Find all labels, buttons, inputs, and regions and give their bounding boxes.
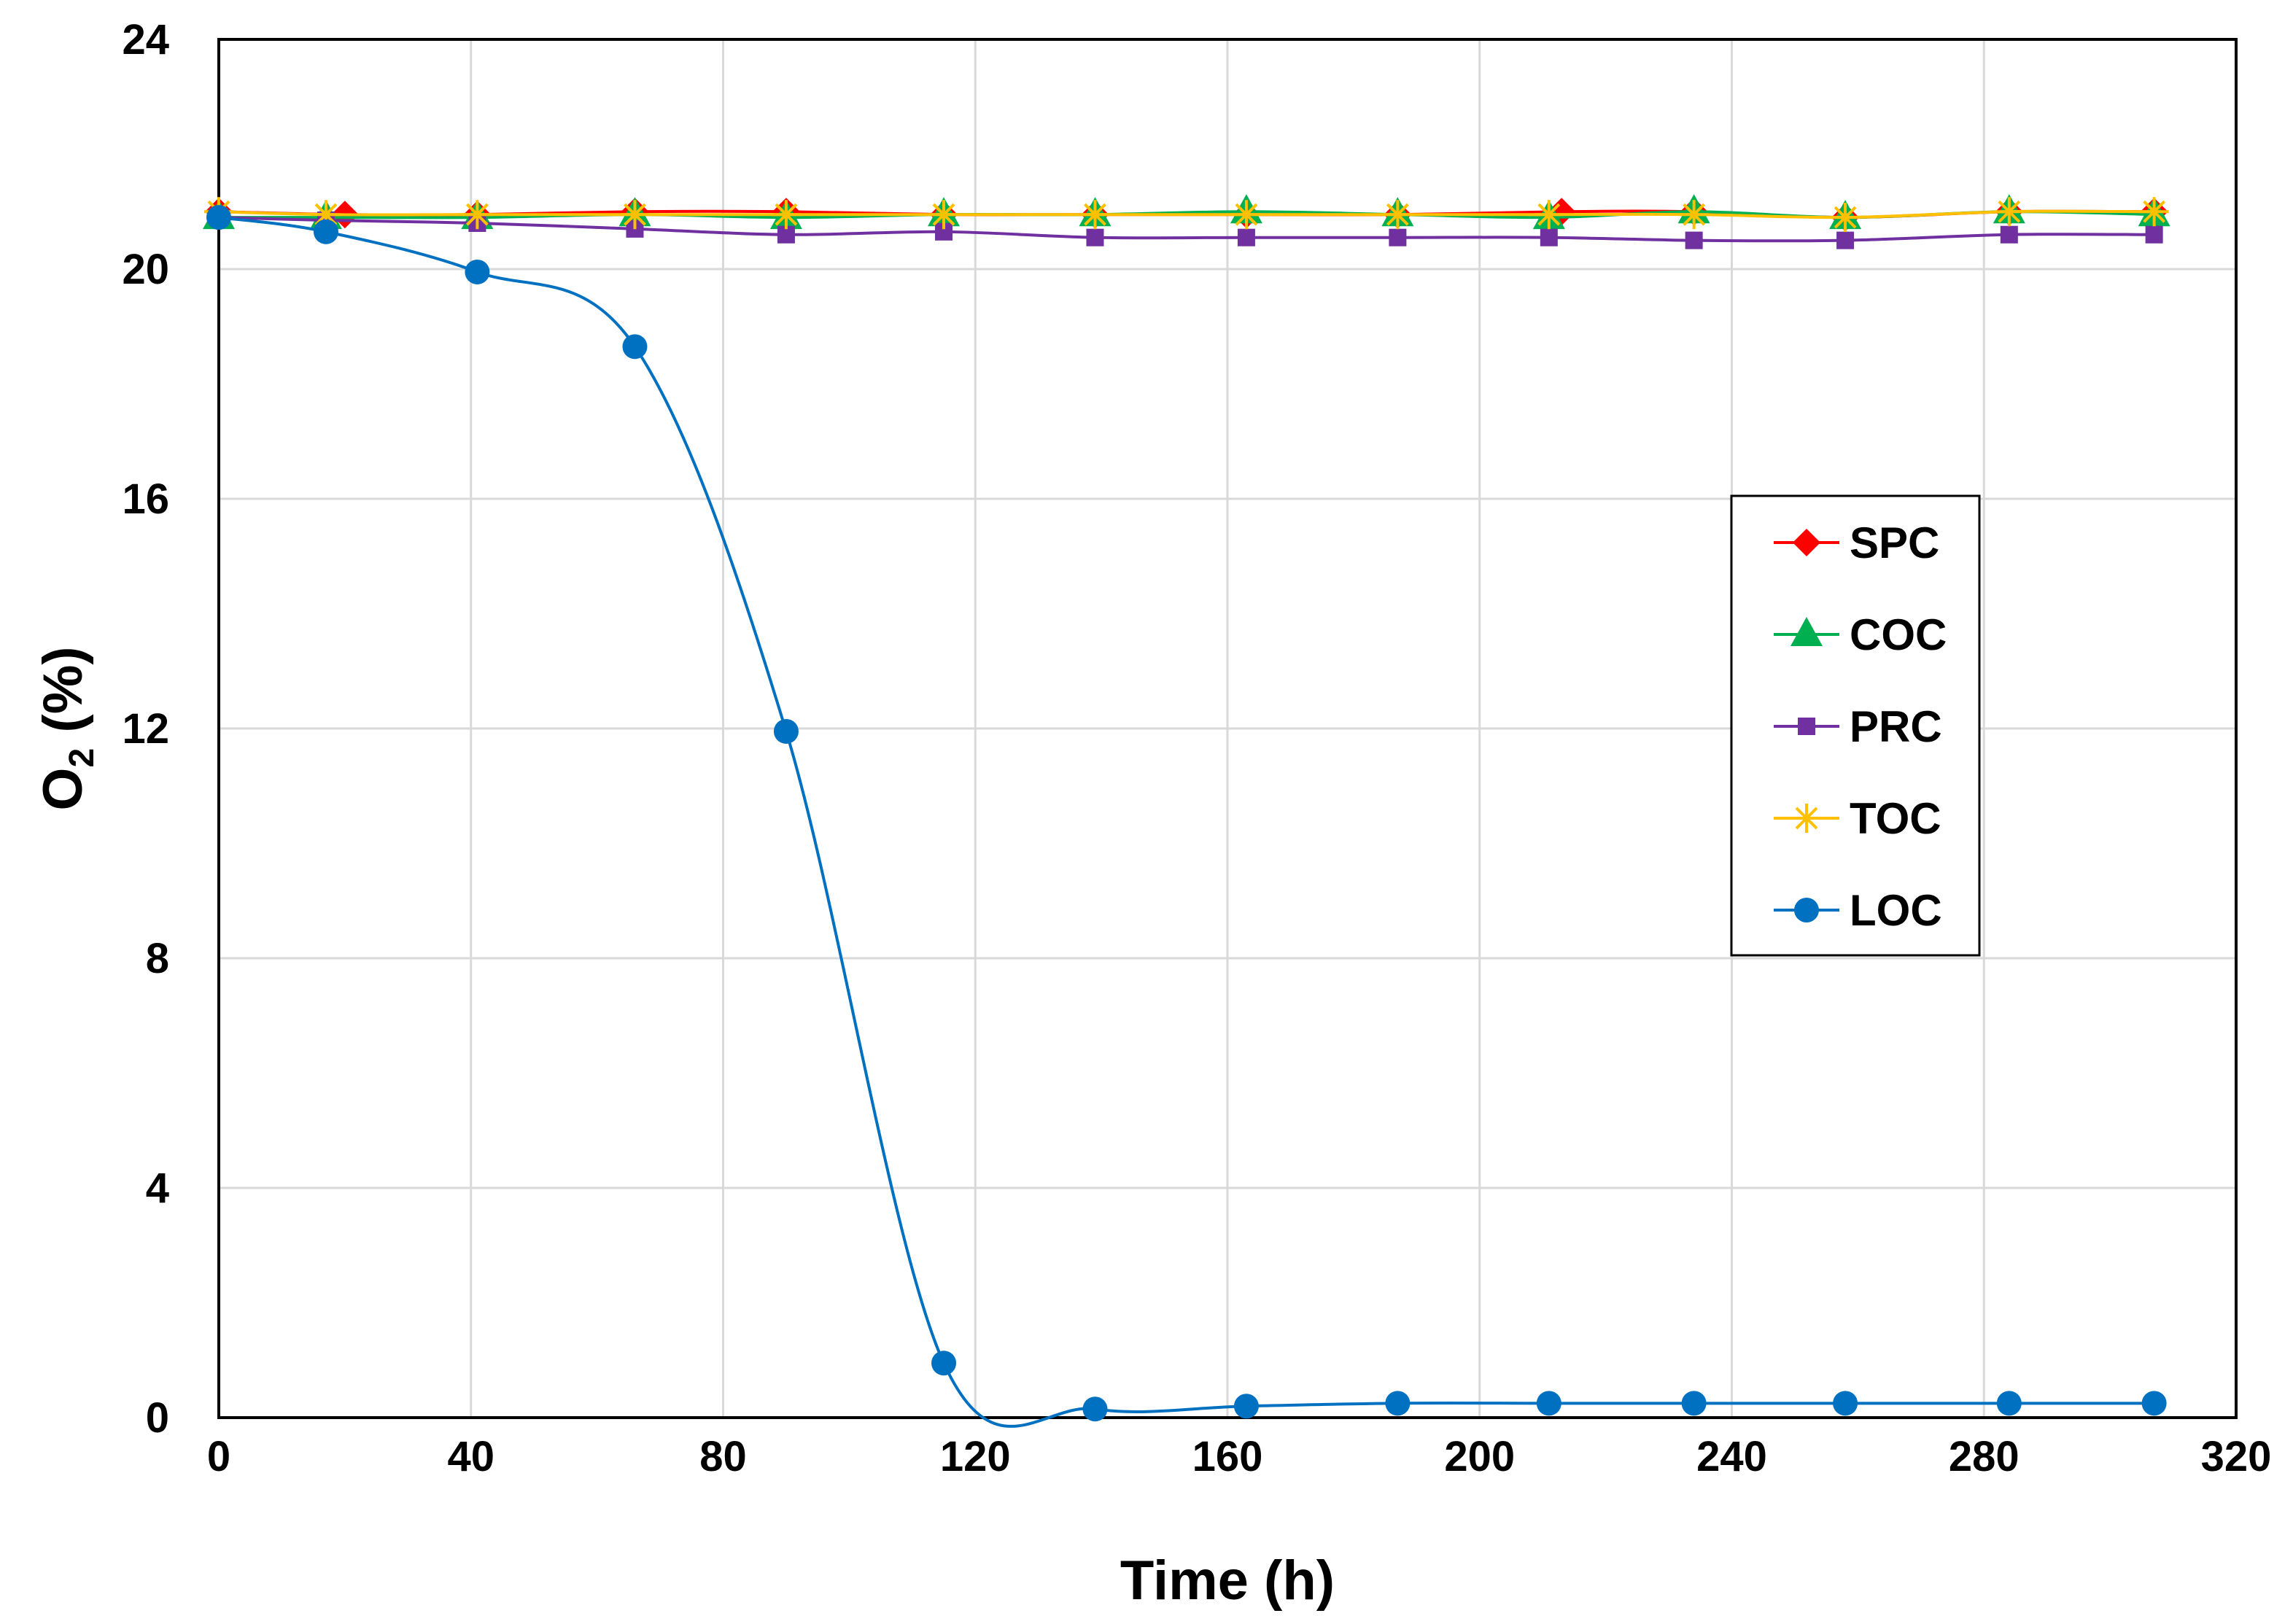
- data-point-loc-5: [931, 1351, 957, 1376]
- data-point-toc-4: [771, 200, 801, 230]
- series-line-loc: [218, 216, 2154, 1428]
- legend-marker-prc: [1798, 718, 1815, 735]
- series-line-prc: [218, 216, 2154, 243]
- legend-label-toc: TOC: [1850, 794, 1941, 843]
- data-point-toc-6: [1080, 200, 1110, 230]
- legend-entry-spc: SPC: [1774, 518, 1939, 567]
- data-point-prc-9: [1540, 228, 1558, 246]
- data-point-toc-5: [929, 200, 959, 230]
- data-point-loc-6: [1082, 1396, 1108, 1422]
- y-axis-title-subscript: 2: [63, 748, 101, 768]
- x-tick-label-3: 120: [940, 1433, 1011, 1480]
- legend-marker-loc: [1794, 898, 1819, 922]
- x-axis-tick-labels: 0 40 80 120 160 200 240 280 320: [207, 1433, 2272, 1480]
- legend-entry-loc: LOC: [1774, 886, 1942, 935]
- y-tick-label-3: 12: [122, 705, 169, 753]
- x-tick-label-2: 80: [699, 1433, 747, 1480]
- data-point-toc-9: [1534, 200, 1564, 230]
- data-point-loc-13: [2141, 1391, 2167, 1416]
- data-point-loc-1: [313, 219, 338, 244]
- data-point-toc-11: [1831, 203, 1861, 233]
- x-tick-label-5: 200: [1444, 1433, 1515, 1480]
- data-point-toc-7: [1231, 200, 1261, 230]
- x-tick-label-0: 0: [207, 1433, 230, 1480]
- y-axis-title-suffix: (%): [32, 646, 94, 747]
- y-tick-label-0: 0: [146, 1394, 169, 1442]
- data-point-prc-11: [1836, 231, 1855, 249]
- x-tick-label-7: 280: [1949, 1433, 2020, 1480]
- data-point-toc-13: [2139, 197, 2169, 227]
- data-point-prc-8: [1389, 228, 1407, 246]
- y-tick-label-2: 8: [146, 935, 169, 982]
- data-point-loc-12: [1996, 1391, 2022, 1416]
- legend-label-coc: COC: [1850, 610, 1947, 659]
- y-tick-label-5: 20: [122, 246, 169, 293]
- data-point-loc-0: [206, 205, 231, 230]
- data-point-prc-10: [1685, 231, 1703, 249]
- legend: SPC COC PRC TOC LOC: [1730, 494, 1981, 957]
- x-tick-label-1: 40: [447, 1433, 494, 1480]
- data-point-toc-10: [1679, 200, 1709, 230]
- data-point-toc-8: [1383, 200, 1413, 230]
- legend-entry-prc: PRC: [1774, 702, 1942, 751]
- data-point-loc-4: [773, 718, 799, 744]
- series-layer: [203, 194, 2170, 1428]
- data-point-toc-2: [462, 200, 492, 230]
- data-point-loc-11: [1833, 1391, 1858, 1416]
- y-tick-label-4: 16: [122, 475, 169, 523]
- legend-label-loc: LOC: [1850, 886, 1942, 935]
- data-point-loc-8: [1385, 1391, 1411, 1416]
- x-axis-title: Time (h): [1120, 1550, 1335, 1612]
- legend-marker-spc: [1793, 529, 1820, 556]
- x-tick-label-6: 240: [1696, 1433, 1767, 1480]
- data-point-prc-12: [2000, 225, 2018, 244]
- data-point-loc-10: [1681, 1391, 1707, 1416]
- x-tick-label-8: 320: [2201, 1433, 2272, 1480]
- legend-entry-coc: COC: [1774, 610, 1947, 659]
- legend-marker-coc: [1790, 617, 1823, 646]
- plot-area-frame: [217, 38, 2238, 1419]
- series-line-toc: [218, 209, 2154, 219]
- y-tick-label-6: 24: [122, 16, 169, 63]
- y-tick-label-1: 4: [146, 1165, 169, 1212]
- legend-label-spc: SPC: [1850, 518, 1939, 567]
- data-point-prc-7: [1237, 228, 1255, 246]
- legend-entry-toc: TOC: [1774, 794, 1941, 843]
- data-point-toc-12: [1994, 197, 2024, 227]
- y-axis-title: O2 (%): [32, 646, 101, 810]
- series-loc: [206, 205, 2167, 1428]
- data-point-loc-2: [465, 259, 490, 284]
- legend-box: [1730, 494, 1981, 957]
- y-axis-tick-labels: 0 4 8 12 16 20 24: [122, 16, 169, 1442]
- y-axis-title-main: O: [32, 767, 94, 810]
- data-point-loc-9: [1536, 1391, 1561, 1416]
- x-tick-label-4: 160: [1192, 1433, 1263, 1480]
- data-point-toc-1: [311, 200, 341, 230]
- data-point-toc-3: [620, 200, 650, 230]
- legend-marker-toc: [1792, 804, 1821, 833]
- data-point-loc-7: [1233, 1394, 1259, 1419]
- data-point-prc-13: [2145, 225, 2163, 244]
- data-point-loc-3: [622, 334, 648, 360]
- legend-label-prc: PRC: [1850, 702, 1942, 751]
- data-point-prc-6: [1086, 228, 1104, 246]
